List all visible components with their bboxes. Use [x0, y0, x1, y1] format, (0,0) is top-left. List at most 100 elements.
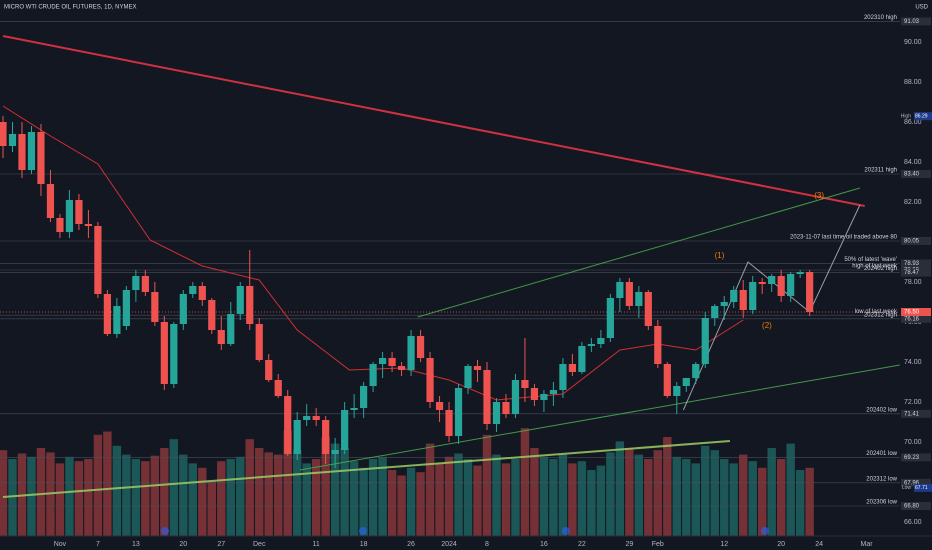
candle-body	[18, 134, 26, 170]
level-badge	[901, 259, 931, 268]
volume-bar	[207, 481, 216, 536]
level-label: 202306 low	[866, 500, 897, 506]
level-badge-value: 66.80	[904, 504, 920, 510]
candle-body	[208, 300, 216, 330]
volume-bar	[587, 470, 596, 536]
event-icon[interactable]	[359, 527, 367, 535]
candle-body	[388, 358, 396, 366]
x-tick-label: 13	[132, 541, 140, 548]
volume-bar	[387, 470, 397, 536]
event-icon[interactable]	[161, 527, 169, 535]
candle-body	[113, 306, 121, 334]
candle-body	[473, 366, 482, 370]
y-tick-label: 84.00	[904, 159, 922, 166]
y-tick-label: 66.00	[904, 519, 922, 526]
candle-body	[663, 364, 671, 396]
level-label: 202402 high	[864, 266, 897, 272]
candle-body	[236, 286, 244, 314]
candle-body	[293, 420, 301, 454]
volume-bar	[55, 463, 65, 536]
candle-body	[720, 302, 728, 306]
x-tick-label: Mar	[861, 541, 874, 548]
candle-body	[806, 272, 814, 312]
y-tick-label: 70.00	[904, 439, 922, 446]
volume-bar	[416, 472, 425, 536]
volume-bar	[625, 448, 634, 536]
level-badge	[901, 409, 931, 418]
volume-bar	[65, 456, 74, 536]
candle-body	[265, 360, 273, 380]
volume-bar	[74, 461, 84, 536]
volume-bar	[758, 467, 767, 536]
volume-bar	[539, 456, 549, 536]
level-label: 2023-11-07 last time oil traded above 80	[790, 235, 898, 241]
candle-body	[151, 292, 159, 322]
y-tick-label: 82.00	[904, 199, 922, 206]
y-tick-label: 88.00	[904, 79, 922, 86]
last-price-value: 76.50	[904, 310, 920, 316]
volume-bar	[644, 459, 653, 536]
chart-title: MICRO WTI CRUDE OIL FUTURES, 1D, NYMEX	[4, 5, 136, 11]
volume-bar	[444, 456, 454, 536]
candle-body	[84, 224, 93, 226]
candle-body	[416, 336, 425, 358]
candle-body	[777, 276, 785, 296]
volume-bar	[340, 448, 349, 536]
volume-bar	[463, 459, 473, 536]
volume-bar	[729, 463, 738, 536]
volume-bar	[368, 459, 378, 536]
volume-bar	[226, 459, 235, 536]
candle-body	[0, 122, 7, 146]
volume-bar	[672, 456, 681, 536]
volume-bar	[454, 453, 463, 536]
volume-bar	[473, 465, 482, 536]
candle-body	[796, 272, 804, 274]
volume-bar	[359, 467, 368, 536]
wave-label: (3)	[814, 191, 824, 200]
candle-body	[303, 416, 311, 420]
volume-bar	[558, 454, 568, 536]
volume-bar	[786, 443, 795, 536]
volume-bar	[805, 467, 814, 536]
volume-bar	[274, 454, 283, 536]
event-icon[interactable]	[761, 527, 769, 535]
trend-line	[299, 364, 900, 471]
volume-bar	[520, 428, 530, 536]
y-tick-label: 90.00	[904, 39, 922, 46]
volume-bar	[634, 454, 644, 536]
volume-bar	[311, 459, 321, 536]
x-tick-label: 29	[625, 541, 633, 548]
level-badge	[901, 237, 931, 245]
level-badge-value: 69.23	[904, 455, 920, 461]
level-badge	[901, 314, 931, 323]
candle-body	[568, 364, 576, 372]
candle-body	[179, 294, 187, 324]
level-badge	[901, 502, 931, 510]
candle-body	[27, 132, 36, 170]
volume-bar	[93, 434, 103, 536]
candle-body	[274, 380, 282, 396]
volume-bar	[236, 456, 245, 536]
candle-body	[360, 386, 368, 408]
level-badge-value: 76.16	[904, 316, 920, 322]
axis-badge	[914, 112, 932, 121]
volume-bar	[577, 461, 587, 536]
x-tick-label: 24	[815, 541, 823, 548]
axis-badge	[914, 483, 932, 492]
candle-body	[132, 276, 140, 290]
event-icon[interactable]	[562, 527, 570, 535]
volume-bar	[349, 461, 359, 536]
candle-body	[578, 346, 586, 372]
candle-body	[94, 226, 102, 294]
candle-body	[644, 292, 652, 326]
x-tick-label: 26	[407, 541, 415, 548]
volume-bar	[776, 459, 786, 536]
level-label: 202401 low	[866, 451, 897, 457]
level-badge	[901, 478, 931, 487]
x-tick-label: 2024	[441, 541, 457, 548]
volume-bar	[36, 448, 46, 536]
candle-body	[255, 324, 263, 360]
candle-body	[341, 410, 349, 450]
level-label: 202312 low	[866, 476, 897, 482]
candle-body	[673, 386, 681, 396]
